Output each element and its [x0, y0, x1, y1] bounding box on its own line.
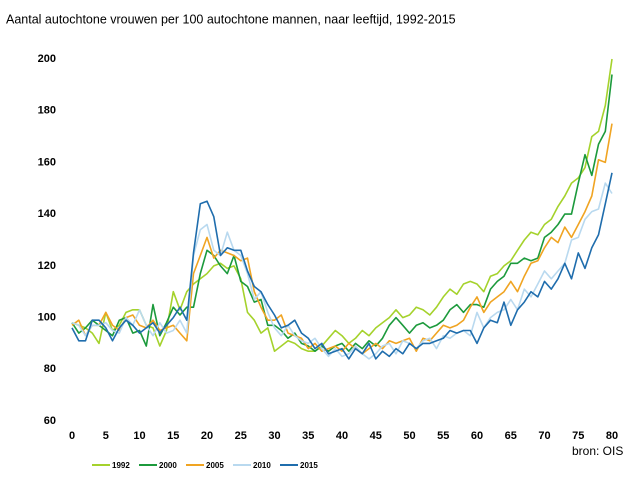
x-tick-label: 0 — [69, 430, 75, 442]
x-tick-label: 45 — [370, 430, 382, 442]
legend-label: 2000 — [159, 461, 177, 470]
x-tick-label: 10 — [133, 430, 145, 442]
x-tick-label: 40 — [336, 430, 348, 442]
legend-label: 2005 — [206, 461, 224, 470]
y-tick-label: 100 — [38, 311, 56, 323]
x-tick-label: 55 — [437, 430, 449, 442]
x-tick-label: 15 — [167, 430, 179, 442]
source-note: bron: OIS — [572, 444, 623, 458]
x-tick-label: 75 — [572, 430, 584, 442]
legend-label: 2010 — [253, 461, 271, 470]
x-tick-label: 80 — [606, 430, 618, 442]
x-tick-label: 25 — [235, 430, 247, 442]
y-tick-label: 120 — [38, 260, 56, 272]
legend-label: 2015 — [300, 461, 318, 470]
x-tick-label: 35 — [302, 430, 314, 442]
x-tick-label: 30 — [268, 430, 280, 442]
x-tick-label: 60 — [471, 430, 483, 442]
series-line — [71, 58, 613, 352]
y-tick-label: 60 — [44, 415, 56, 427]
x-tick-label: 70 — [538, 430, 550, 442]
series-line — [71, 123, 613, 355]
x-tick-label: 50 — [403, 430, 415, 442]
series-line — [71, 74, 613, 352]
y-tick-label: 80 — [44, 363, 56, 375]
x-tick-label: 65 — [505, 430, 517, 442]
legend-label: 1992 — [112, 461, 130, 470]
y-tick-label: 180 — [38, 105, 56, 117]
series-line — [71, 182, 613, 360]
chart-title: Aantal autochtone vrouwen per 100 autoch… — [6, 12, 456, 26]
y-tick-label: 200 — [38, 53, 56, 65]
series-line — [71, 172, 613, 360]
x-tick-label: 20 — [201, 430, 213, 442]
x-tick-label: 5 — [103, 430, 109, 442]
y-tick-label: 140 — [38, 208, 56, 220]
y-tick-label: 160 — [38, 156, 56, 168]
